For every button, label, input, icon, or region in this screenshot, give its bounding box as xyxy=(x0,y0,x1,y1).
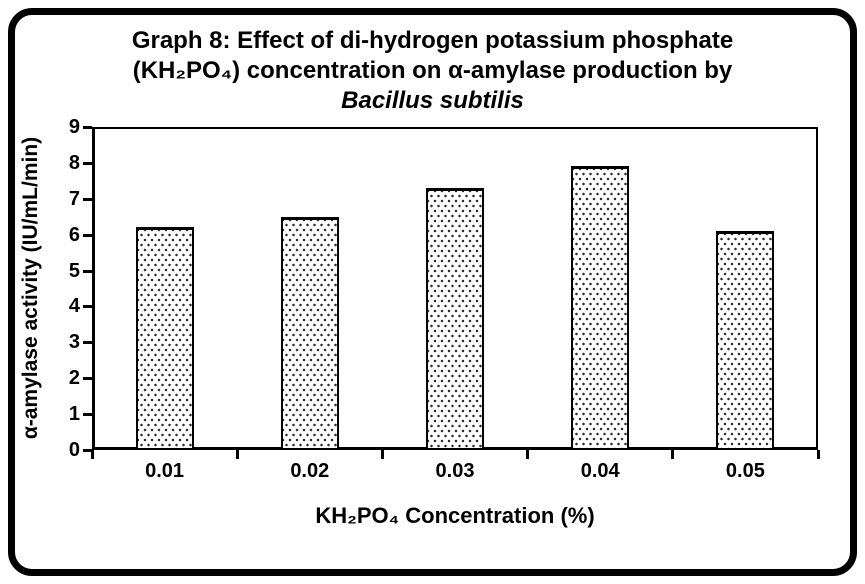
x-axis-tick xyxy=(671,450,675,459)
chart-title: Graph 8: Effect of di-hydrogen potassium… xyxy=(0,26,865,116)
chart-title-line-3: Bacillus subtilis xyxy=(341,87,524,114)
y-axis-tick xyxy=(83,449,92,452)
y-axis-tick xyxy=(83,197,92,201)
y-axis-tick xyxy=(83,413,92,417)
y-axis-tick-label: 0 xyxy=(68,439,80,461)
x-axis-tick xyxy=(380,450,384,459)
x-category-label: 0.02 xyxy=(290,460,330,482)
y-axis-tick-label: 6 xyxy=(68,223,80,246)
y-axis-tick-label: 9 xyxy=(68,116,80,138)
x-category-label: 0.01 xyxy=(145,460,185,482)
bar-0.02 xyxy=(280,217,339,448)
y-axis-tick xyxy=(83,305,92,309)
y-axis-tick-label: 3 xyxy=(68,331,80,354)
y-axis-tick-label: 4 xyxy=(68,295,80,318)
y-axis-tick xyxy=(83,233,92,237)
chart-title-line-2: (KH₂PO₄) concentration on α-amylase prod… xyxy=(132,57,733,84)
x-axis-tick xyxy=(526,450,530,459)
x-category-label: 0.05 xyxy=(725,460,765,482)
bar-0.03 xyxy=(426,188,484,448)
y-axis-tick-label: 1 xyxy=(68,403,80,426)
y-axis-tick xyxy=(83,161,92,165)
y-axis-tick-label: 8 xyxy=(68,151,80,174)
figure-border xyxy=(8,8,857,576)
y-axis-tick xyxy=(83,126,92,129)
y-axis-tick xyxy=(83,377,92,381)
x-axis-title: KH₂PO₄ Concentration (%) xyxy=(315,503,595,528)
x-category-label: 0.04 xyxy=(580,460,620,482)
bar-0.01 xyxy=(135,227,194,448)
bar-0.04 xyxy=(571,166,630,448)
y-axis-tick xyxy=(83,341,92,345)
y-axis-tick xyxy=(83,269,92,273)
y-axis-title: α-amylase activity (IU/mL/min) xyxy=(19,136,42,440)
x-axis-tick xyxy=(90,450,94,459)
y-axis-tick-label: 7 xyxy=(68,187,80,210)
y-axis-tick-label: 5 xyxy=(68,259,80,282)
y-axis-tick-label: 2 xyxy=(68,367,80,390)
chart-title-line-1: Graph 8: Effect of di-hydrogen potassium… xyxy=(131,27,734,54)
bar-0.05 xyxy=(716,231,775,448)
x-axis-tick xyxy=(816,450,820,459)
x-axis-tick xyxy=(235,450,239,459)
x-category-label: 0.03 xyxy=(435,460,475,482)
